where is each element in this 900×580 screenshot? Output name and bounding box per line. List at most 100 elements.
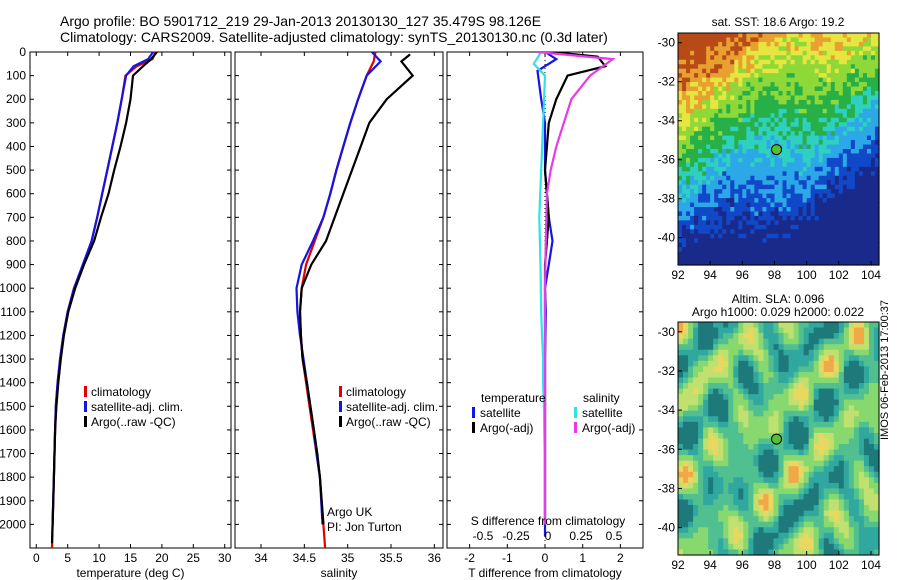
depth-tick-label: 500	[6, 163, 26, 177]
difference-xlabel-top: S difference from climatology	[471, 514, 626, 528]
x-tick-label: 0	[542, 551, 549, 565]
map-y-tick-label: -36	[658, 153, 676, 167]
x-tick-label: 20	[155, 551, 169, 565]
x-tick-label: -1	[502, 551, 513, 565]
s-tick-label: 0	[545, 529, 552, 543]
map-y-tick-label: -40	[658, 521, 676, 535]
depth-tick-label: 300	[6, 116, 26, 130]
legend-label: Argo(..raw -QC)	[346, 415, 431, 429]
salinity-frame	[234, 51, 444, 549]
map-x-tick-label: 98	[768, 558, 782, 572]
difference-series-1	[543, 52, 608, 525]
map-y-tick-label: -38	[658, 192, 676, 206]
depth-tick-label: 800	[6, 234, 26, 248]
legend-swatch	[472, 422, 475, 433]
temperature-series-1	[51, 52, 154, 525]
temperature-series-0	[50, 52, 157, 548]
map-x-tick-label: 92	[671, 268, 685, 282]
legend-label: Argo(..raw -QC)	[91, 415, 176, 429]
map-y-tick-label: -34	[658, 403, 676, 417]
legend-label: satellite	[480, 406, 521, 420]
map-x-tick-label: 104	[861, 558, 881, 572]
x-tick-label: 2	[617, 551, 624, 565]
map-x-tick-label: 102	[829, 558, 849, 572]
x-tick-label: 1	[579, 551, 586, 565]
legend-swatch	[472, 407, 475, 418]
map-x-tick-label: 92	[671, 558, 685, 572]
s-tick-label: -0.5	[473, 529, 494, 543]
x-tick-label: -2	[464, 551, 475, 565]
legend-swatch	[339, 386, 342, 397]
legend-label: satellite-adj. clim.	[346, 400, 438, 414]
salinity-series-2	[298, 53, 415, 525]
map-y-tick-label: -32	[658, 75, 676, 89]
map-x-tick-label: 96	[736, 268, 750, 282]
depth-tick-label: 1800	[0, 470, 26, 484]
legend-swatch	[574, 407, 577, 418]
s-tick-label: -0.25	[502, 529, 530, 543]
legend-swatch	[574, 422, 577, 433]
depth-tick-label: 1100	[0, 305, 26, 319]
legend-label: climatology	[91, 385, 151, 399]
map-x-tick-label: 102	[829, 268, 849, 282]
map-x-tick-label: 100	[797, 268, 817, 282]
depth-tick-label: 1500	[0, 399, 26, 413]
depth-tick-label: 400	[6, 139, 26, 153]
depth-tick-label: 1600	[0, 423, 26, 437]
depth-tick-label: 1400	[0, 376, 26, 390]
depth-tick-label: 1900	[0, 494, 26, 508]
argo-annotation: Argo UK	[327, 505, 372, 519]
depth-tick-label: 1000	[0, 281, 26, 295]
depth-tick-label: 200	[6, 92, 26, 106]
depth-tick-label: 100	[6, 69, 26, 83]
map-x-tick-label: 98	[768, 268, 782, 282]
depth-tick-label: 900	[6, 258, 26, 272]
depth-tick-label: 700	[6, 210, 26, 224]
map-x-tick-label: 104	[861, 268, 881, 282]
salinity-series-1	[295, 52, 383, 525]
depth-tick-label: 1300	[0, 352, 26, 366]
sla-map-subtitle: Argo h1000: 0.029 h2000: 0.022	[691, 305, 865, 319]
argo-annotation: PI: Jon Turton	[327, 520, 402, 534]
salinity-xlabel: salinity	[321, 566, 358, 580]
depth-tick-label: 2000	[0, 517, 26, 531]
depth-tick-label: 1200	[0, 328, 26, 342]
salinity-series-0	[298, 52, 377, 548]
map-y-tick-label: -36	[658, 442, 676, 456]
legend-label: satellite	[582, 406, 623, 420]
legend-swatch	[339, 401, 342, 412]
temperature-frame	[29, 51, 232, 549]
x-tick-label: 10	[92, 551, 106, 565]
depth-tick-label: 0	[19, 45, 26, 59]
x-tick-label: 0	[33, 551, 40, 565]
x-tick-label: 35	[341, 551, 355, 565]
legend-swatch	[339, 416, 342, 427]
map-x-tick-label: 100	[797, 558, 817, 572]
x-tick-label: 34	[254, 551, 268, 565]
difference-series-2	[532, 52, 547, 525]
x-tick-label: 36	[428, 551, 442, 565]
x-tick-label: 5	[64, 551, 71, 565]
difference-xlabel: T difference from climatology	[468, 566, 622, 580]
climatology-title: Climatology: CARS2009. Satellite-adjuste…	[60, 29, 608, 45]
s-tick-label: 0.5	[606, 529, 623, 543]
temperature-xlabel: temperature (deg C)	[76, 566, 184, 580]
legend-label: climatology	[346, 385, 406, 399]
difference-series-3	[537, 52, 616, 525]
x-tick-label: 30	[218, 551, 232, 565]
map-x-tick-label: 94	[703, 558, 717, 572]
map-y-tick-label: -40	[658, 231, 676, 245]
legend-header-temperature: temperature	[481, 391, 546, 405]
depth-tick-label: 1700	[0, 447, 26, 461]
legend-header-salinity: salinity	[583, 391, 620, 405]
sla_map-frame	[677, 321, 880, 556]
argo-position-marker	[771, 433, 783, 445]
x-tick-label: 34.5	[293, 551, 317, 565]
sla_map-raster	[678, 322, 880, 556]
map-y-tick-label: -34	[658, 114, 676, 128]
map-x-tick-label: 96	[736, 558, 750, 572]
legend-swatch	[84, 386, 87, 397]
s-tick-label: 0.25	[569, 529, 593, 543]
legend-label: satellite-adj. clim.	[91, 400, 183, 414]
